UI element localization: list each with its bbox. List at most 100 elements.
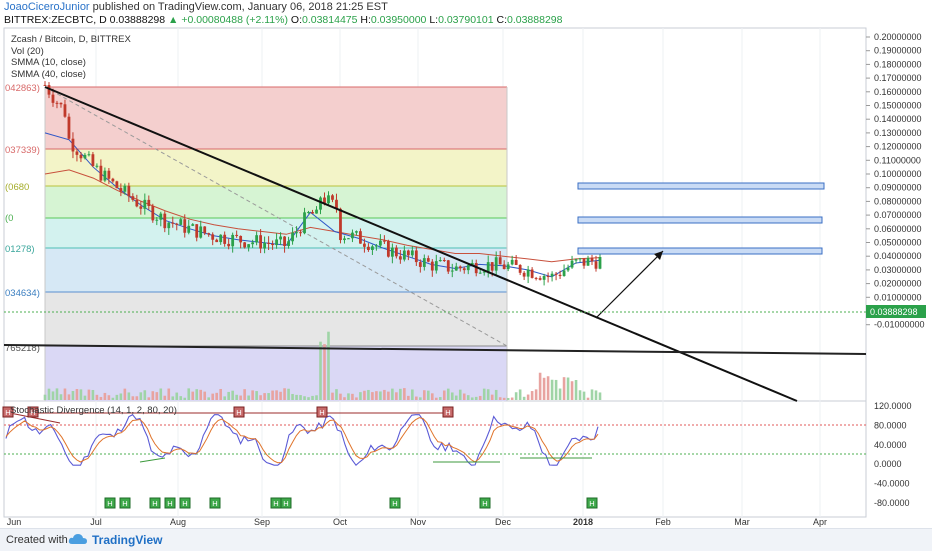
fib-label: 765218) — [5, 343, 40, 354]
fib-label: (0680 — [5, 182, 29, 193]
candle-body — [378, 240, 382, 246]
support-line[interactable] — [3, 344, 867, 355]
volume-bar — [598, 392, 602, 400]
volume-bar — [546, 376, 550, 400]
volume-bar — [263, 393, 266, 400]
candle-body — [355, 231, 358, 233]
candle-body — [287, 241, 290, 247]
volume-bar — [231, 390, 234, 400]
stoch-tick-label: -80.0000 — [874, 498, 910, 508]
fib-band-red — [45, 87, 507, 149]
candle-body — [167, 222, 171, 229]
candle-body — [327, 195, 330, 204]
publish-text: published on TradingView.com, January 06… — [92, 1, 388, 13]
author-link[interactable]: JoaoCiceroJunior — [4, 1, 90, 13]
candle-body — [115, 181, 119, 189]
main-chart[interactable]: 042863) 037339) (0680 (0 01278) 034634) … — [0, 0, 932, 528]
volume-bar — [175, 392, 179, 400]
candle-body — [323, 197, 326, 204]
candle-body — [546, 276, 550, 278]
volume-bar — [522, 396, 526, 400]
candle-body — [574, 259, 578, 261]
target-zones[interactable] — [577, 182, 825, 255]
volume-bar — [391, 388, 394, 400]
bullish-marker: H — [179, 497, 191, 509]
candle-body — [390, 247, 394, 257]
candle-body — [462, 268, 466, 271]
candle-body — [550, 273, 554, 277]
candle-body — [454, 266, 458, 271]
svg-text:H: H — [445, 408, 450, 417]
candle-body — [418, 262, 422, 267]
fib-band-green — [45, 186, 507, 218]
candle-body — [83, 154, 87, 159]
volume-bar — [279, 391, 282, 400]
candle-body — [351, 232, 354, 239]
candle-body — [111, 178, 115, 182]
volume-bar — [478, 395, 482, 400]
resistance-trendline[interactable] — [44, 86, 798, 402]
volume-bar — [494, 389, 498, 400]
volume-bar — [466, 395, 470, 400]
legend-vol[interactable]: Vol (20) — [11, 45, 44, 57]
publish-info: JoaoCiceroJunior published on TradingVie… — [4, 1, 388, 13]
legend-smma10[interactable]: SMMA (10, close) — [11, 57, 86, 68]
candle-body — [315, 209, 318, 214]
candle-body — [59, 102, 63, 105]
volume-bar — [215, 392, 218, 400]
time-tick-label: Jun — [7, 517, 22, 527]
chart-legend: Zcash / Bitcoin, D, BITTREX Vol (20) SMM… — [11, 34, 131, 80]
candle-body — [530, 269, 534, 278]
candle-body — [91, 154, 95, 166]
volume-bar — [159, 388, 163, 400]
legend-smma40[interactable]: SMMA (40, close) — [11, 68, 86, 80]
candle-body — [147, 199, 151, 206]
volume-bar — [530, 391, 534, 400]
candle-body — [231, 234, 235, 247]
volume-bar — [299, 395, 302, 400]
tradingview-brand[interactable]: TradingView — [92, 533, 163, 547]
volume-bar — [538, 372, 542, 400]
volume-bar — [307, 397, 310, 400]
volume-bar — [247, 395, 250, 400]
volume-bar — [586, 397, 590, 400]
bullish-marker: H — [270, 497, 282, 509]
svg-text:H: H — [482, 499, 487, 508]
volume-bar — [427, 390, 430, 400]
projection-arrow[interactable] — [595, 250, 664, 319]
volume-bar — [534, 389, 538, 400]
target-box-2 — [577, 216, 823, 224]
candle-body — [566, 267, 570, 271]
volume-bar — [55, 388, 59, 400]
candle-body — [203, 226, 207, 234]
bullish-marker: H — [119, 497, 131, 509]
fib-band-yellow — [45, 149, 507, 186]
candle-body — [442, 260, 446, 262]
time-axis[interactable]: Jun Jul Aug Sep Oct Nov Dec 2018 Feb Mar Apr — [7, 517, 827, 527]
volume-bar — [510, 397, 514, 400]
stoch-legend[interactable]: Stochastic Divergence (14, 1, 2, 80, 20) — [10, 405, 177, 416]
close-label: C: — [496, 14, 507, 26]
volume-bar — [195, 389, 199, 400]
price-axis[interactable]: 0.20000000 0.19000000 0.18000000 0.17000000… — [866, 32, 925, 330]
volume-bar — [594, 390, 598, 400]
candle-body — [67, 116, 71, 139]
stoch-pane — [4, 412, 866, 467]
time-tick-label: Aug — [170, 517, 186, 527]
volume-bar — [375, 391, 378, 400]
candle-body — [406, 250, 410, 256]
volume-bar — [167, 388, 171, 400]
svg-text:H: H — [319, 408, 324, 417]
open-label: O: — [290, 14, 302, 26]
candle-body — [319, 197, 322, 210]
candle-body — [394, 247, 398, 257]
candle-body — [506, 264, 510, 270]
volume-bar — [71, 391, 75, 400]
volume-bar — [59, 394, 63, 400]
volume-bar — [83, 395, 87, 400]
volume-bar — [506, 397, 510, 400]
candle-body — [446, 260, 450, 272]
volume-bar — [111, 397, 115, 400]
volume-bar — [486, 389, 490, 400]
candle-body — [79, 154, 83, 159]
